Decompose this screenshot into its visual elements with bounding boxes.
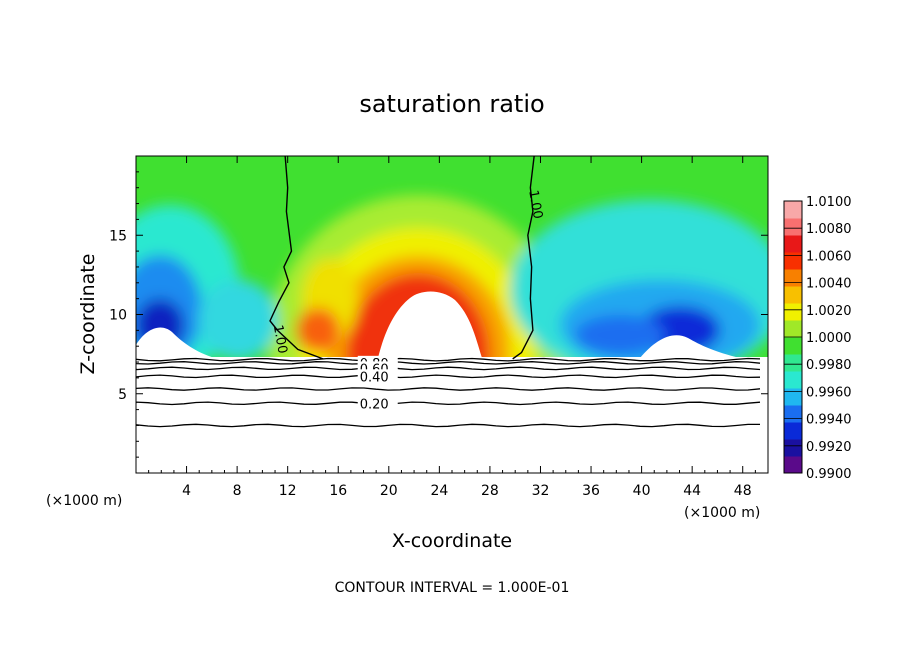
contour-line	[136, 374, 761, 379]
x-unit-right: (×1000 m)	[684, 505, 760, 521]
contour-line	[136, 366, 761, 371]
contour-label-bg	[357, 396, 398, 410]
colorbar: 1.0100 1.0080 1.0060 1.0040 1.0020 1.0000 0.99…	[783, 195, 852, 482]
x-tick-label: 4	[182, 483, 191, 499]
x-tick-label: 40	[633, 483, 651, 499]
contour-line	[136, 423, 760, 428]
colorbar-label: 1.0060	[806, 249, 852, 264]
colorbar-label: 0.9940	[806, 413, 852, 428]
plot-area: 1.001.000.800.600.400.20	[136, 156, 768, 473]
colorbar-swatch	[784, 303, 802, 321]
colorbar-label: 1.0100	[806, 195, 852, 210]
colorbar-label: 1.0000	[806, 331, 852, 346]
contour-label: 1.00	[270, 324, 290, 355]
x-tick-label: 16	[329, 483, 347, 499]
white-region-right	[640, 335, 740, 358]
colorbar-swatch	[784, 422, 802, 440]
contour-line-1.00	[512, 156, 535, 360]
colorbar-swatch	[784, 252, 802, 270]
colorbar-swatch	[784, 354, 802, 372]
x-tick-label: 44	[683, 483, 701, 499]
contour-label: 0.40	[360, 370, 389, 385]
x-tick-label: 28	[481, 483, 499, 499]
colorbar-swatch	[784, 456, 802, 474]
colorbar-label: 0.9920	[806, 440, 852, 455]
colorbar-label: 0.9960	[806, 385, 852, 400]
colorbar-swatch	[784, 337, 802, 355]
contour-line	[136, 387, 761, 391]
colorbar-swatch	[784, 201, 802, 219]
colorbar-swatch	[784, 320, 802, 338]
x-axis: 4 8 12 16 20 24 28 32 36 40 44 48	[148, 156, 756, 499]
x-axis-label: X-coordinate	[392, 530, 512, 552]
colorbar-swatch	[784, 405, 802, 423]
x-tick-label: 8	[233, 483, 242, 499]
x-tick-label: 32	[532, 483, 550, 499]
contour-label: 1.00	[525, 189, 545, 220]
y-axis: 5 10 15	[109, 171, 768, 458]
contour-line	[136, 401, 761, 406]
contour-line	[136, 357, 761, 362]
x-tick-label: 36	[582, 483, 600, 499]
colorbar-label: 0.9980	[806, 358, 852, 373]
footer-note: CONTOUR INTERVAL = 1.000E-01	[335, 580, 570, 596]
colorbar-swatch	[784, 218, 802, 236]
white-region-center	[378, 291, 482, 358]
colorbar-swatch	[784, 388, 802, 406]
colorbar-label: 1.0080	[806, 222, 852, 237]
y-axis-label: Z-coordinate	[77, 254, 99, 375]
x-tick-label: 20	[380, 483, 398, 499]
colorbar-swatch	[784, 439, 802, 457]
contour-line-1.00	[269, 156, 324, 360]
colorbar-label: 0.9900	[806, 467, 852, 482]
x-tick-label: 24	[430, 483, 448, 499]
colorbar-swatch	[784, 286, 802, 304]
contour-label: 0.20	[360, 397, 389, 412]
chart-title: saturation ratio	[359, 90, 544, 118]
colorbar-label: 1.0040	[806, 277, 852, 292]
colorbar-swatch	[784, 269, 802, 287]
contour-label-bg	[357, 369, 398, 383]
colorbar-label: 1.0020	[806, 304, 852, 319]
colorbar-swatch	[784, 371, 802, 389]
contour-layer: 1.001.000.800.600.400.20	[136, 156, 761, 428]
y-tick-label: 10	[109, 308, 127, 324]
colorbar-swatch	[784, 235, 802, 253]
contour-line	[136, 360, 761, 365]
x-unit-left: (×1000 m)	[46, 493, 122, 509]
y-tick-label: 5	[118, 387, 127, 403]
y-tick-label: 15	[109, 228, 127, 244]
white-region-left	[136, 327, 215, 358]
x-tick-label: 48	[734, 483, 752, 499]
x-tick-label: 12	[279, 483, 297, 499]
